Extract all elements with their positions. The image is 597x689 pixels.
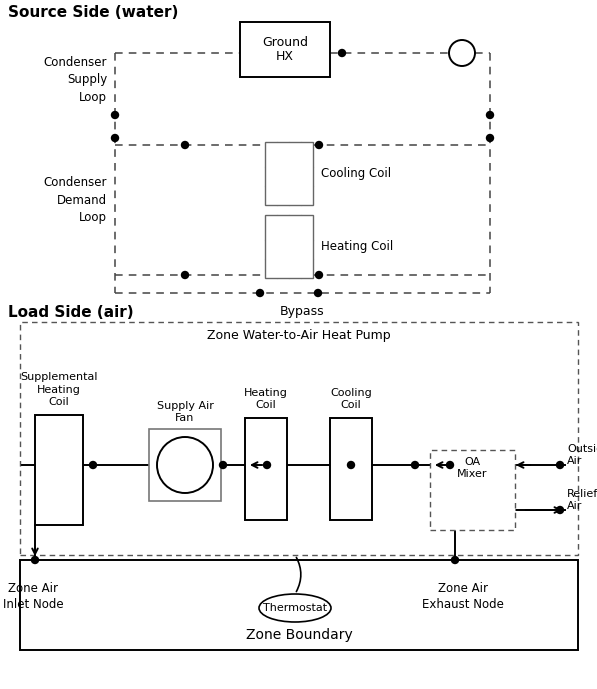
Text: Zone Water-to-Air Heat Pump: Zone Water-to-Air Heat Pump (207, 329, 391, 342)
Circle shape (315, 271, 322, 278)
Bar (20, 560, 578, 650)
Bar (430, 450, 515, 530)
Text: Heating
Coil: Heating Coil (244, 388, 288, 410)
Bar (245, 418, 287, 520)
Text: OA
Mixer: OA Mixer (457, 457, 488, 480)
Circle shape (90, 462, 97, 469)
Circle shape (347, 462, 355, 469)
Circle shape (449, 40, 475, 66)
Bar (149, 429, 221, 501)
Circle shape (338, 50, 346, 56)
Circle shape (315, 289, 322, 296)
Bar (265, 215, 313, 278)
Bar (20, 322, 578, 555)
Bar (265, 142, 313, 205)
Text: Ground
HX: Ground HX (262, 36, 308, 63)
Text: Zone Air
Exhaust Node: Zone Air Exhaust Node (422, 582, 504, 611)
Text: Zone Boundary: Zone Boundary (245, 628, 352, 642)
Text: Supplemental
Heating
Coil: Supplemental Heating Coil (20, 372, 98, 407)
Circle shape (181, 141, 189, 149)
Circle shape (315, 141, 322, 149)
Circle shape (451, 557, 458, 564)
Circle shape (411, 462, 418, 469)
Bar (35, 415, 83, 525)
Circle shape (220, 462, 226, 469)
Text: Condenser
Demand
Loop: Condenser Demand Loop (44, 176, 107, 223)
Circle shape (112, 112, 118, 119)
Text: Load Side (air): Load Side (air) (8, 305, 134, 320)
Text: Zone Air
Inlet Node: Zone Air Inlet Node (3, 582, 63, 611)
Text: Cooling
Coil: Cooling Coil (330, 388, 372, 410)
Text: Outside
Air: Outside Air (567, 444, 597, 466)
Text: Bypass: Bypass (280, 305, 325, 318)
Bar (240, 22, 330, 77)
Text: Heating Coil: Heating Coil (321, 240, 393, 253)
Text: Source Side (water): Source Side (water) (8, 5, 179, 20)
Circle shape (112, 134, 118, 141)
Bar (330, 418, 372, 520)
Circle shape (556, 462, 564, 469)
Circle shape (447, 462, 454, 469)
Ellipse shape (259, 594, 331, 622)
Circle shape (487, 134, 494, 141)
Text: Supply Air
Fan: Supply Air Fan (156, 400, 214, 423)
Text: Relief
Air: Relief Air (567, 489, 597, 511)
Circle shape (157, 437, 213, 493)
Text: Thermostat: Thermostat (263, 603, 327, 613)
Circle shape (263, 462, 270, 469)
Text: Cooling Coil: Cooling Coil (321, 167, 391, 180)
Circle shape (257, 289, 263, 296)
Circle shape (181, 271, 189, 278)
Circle shape (556, 506, 564, 513)
Circle shape (487, 112, 494, 119)
Text: Condenser
Supply
Loop: Condenser Supply Loop (44, 56, 107, 103)
Circle shape (32, 557, 38, 564)
